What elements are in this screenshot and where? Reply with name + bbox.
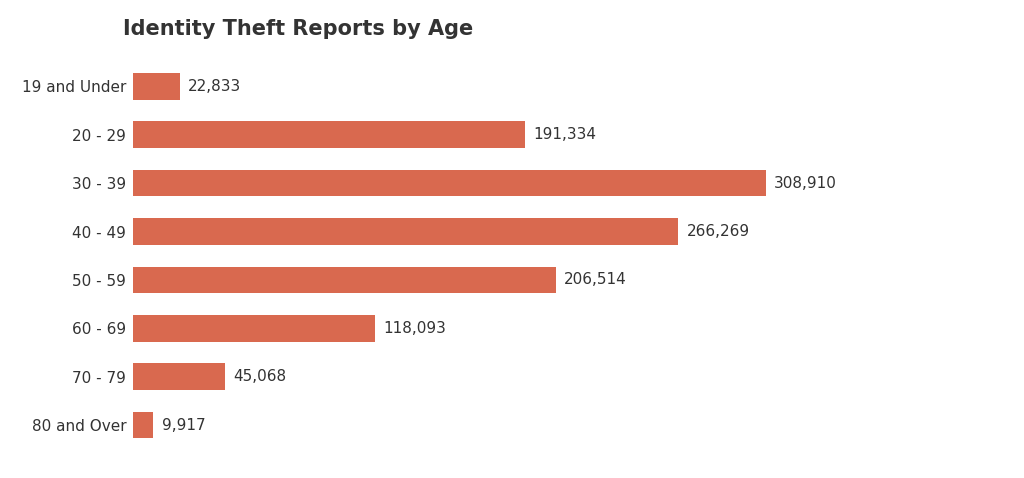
- Bar: [133, 412, 154, 438]
- Bar: [133, 121, 525, 148]
- Text: 191,334: 191,334: [534, 127, 596, 142]
- Bar: [133, 73, 180, 100]
- Text: 118,093: 118,093: [383, 321, 446, 336]
- Text: 9,917: 9,917: [162, 418, 205, 433]
- Bar: [133, 170, 766, 196]
- Text: 266,269: 266,269: [687, 224, 750, 239]
- Text: 22,833: 22,833: [188, 79, 242, 94]
- Bar: [133, 218, 679, 245]
- Bar: [133, 315, 375, 342]
- Text: 308,910: 308,910: [774, 175, 837, 191]
- Text: 206,514: 206,514: [564, 272, 627, 287]
- Bar: [133, 267, 556, 293]
- Bar: [133, 363, 225, 390]
- Text: 45,068: 45,068: [233, 369, 287, 384]
- Text: Identity Theft Reports by Age: Identity Theft Reports by Age: [123, 19, 473, 39]
